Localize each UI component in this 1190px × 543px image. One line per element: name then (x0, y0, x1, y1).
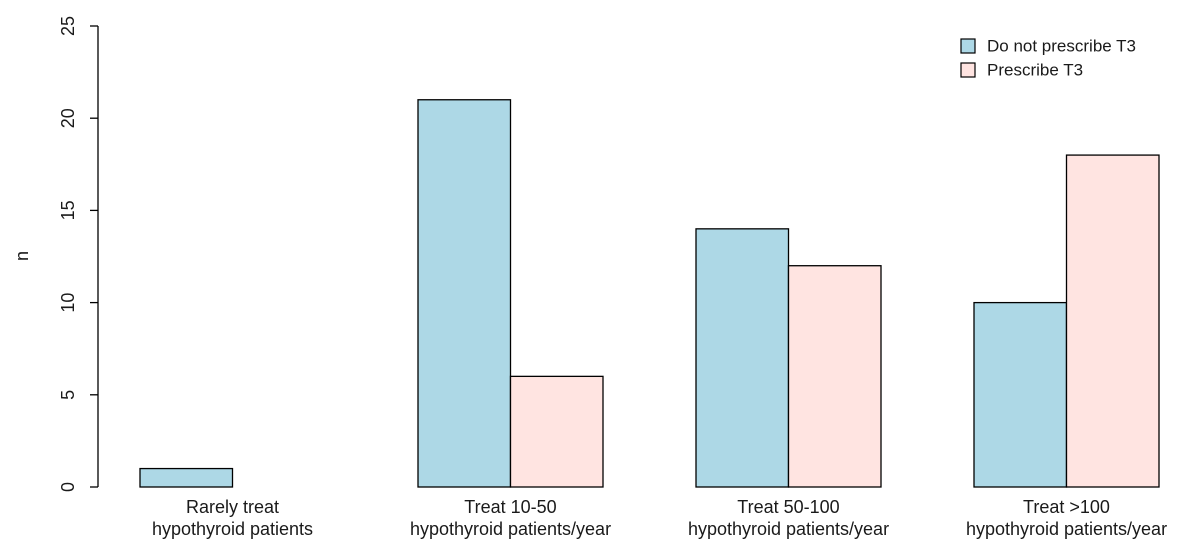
y-tick-label: 10 (58, 293, 78, 313)
legend-swatch (960, 38, 976, 54)
x-tick-label: Treat 50-100 (737, 497, 839, 517)
x-tick-label: hypothyroid patients/year (966, 519, 1167, 539)
x-tick-label: hypothyroid patients/year (410, 519, 611, 539)
bars (139, 99, 1160, 488)
bar (973, 301, 1068, 488)
bar (139, 467, 234, 488)
y-tick-label: 15 (58, 200, 78, 220)
legend-label: Prescribe T3 (987, 61, 1083, 80)
x-tick-label: Treat >100 (1023, 497, 1110, 517)
bar (417, 99, 512, 488)
bar (787, 265, 882, 488)
y-tick-label: 0 (58, 482, 78, 492)
x-tick-label: Rarely treat (186, 497, 279, 517)
x-tick-label: Treat 10-50 (464, 497, 556, 517)
y-tick-label: 5 (58, 390, 78, 400)
y-axis-title: n (12, 251, 32, 261)
bar (1065, 154, 1160, 488)
x-tick-label: hypothyroid patients (152, 519, 313, 539)
legend: Do not prescribe T3 Prescribe T3 (960, 37, 1136, 80)
bar (695, 228, 790, 488)
legend-label: Do not prescribe T3 (987, 37, 1136, 56)
bar (509, 375, 604, 488)
x-tick-label: hypothyroid patients/year (688, 519, 889, 539)
y-tick-label: 20 (58, 108, 78, 128)
y-axis: 0 5 10 15 20 25 (58, 16, 99, 492)
y-tick-label: 25 (58, 16, 78, 36)
legend-swatch (960, 62, 976, 78)
